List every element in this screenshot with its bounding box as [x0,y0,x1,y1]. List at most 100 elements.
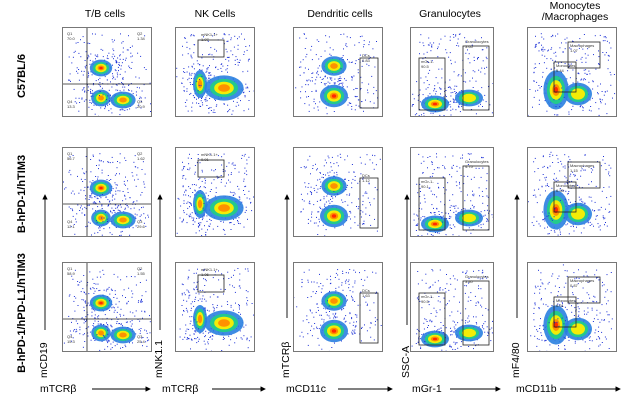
nk-gate-value: 0.91 [201,157,209,162]
col-title-mono-line1: Monocytes [549,0,601,12]
gran-other-value: 90.5 [421,64,429,69]
tb-q1-label: Q1 [67,266,73,271]
x-axis-label-dc: mCD11c [286,383,327,395]
nk-gate-label: mNK1.1+ [201,152,218,157]
mono-monocyte-gate [553,296,577,328]
col-title-mono: Monocytes /Macrophages [520,1,630,23]
tb-q4-value: 13.3 [67,104,75,109]
gran-gate [462,45,490,111]
mono-macrophage-gate [567,276,601,304]
dc-plot-svg [294,269,382,351]
row-label-hpd1-htim3: B-hPD-1/hTIM3 [16,154,28,234]
mono-monocyte-gate [553,181,577,213]
mono-macrophage-value: 1.15 [570,168,578,173]
nk-plot: mNK1.1+ 0.91 [175,147,255,237]
mono-plot: Macrophages 1.07 Monocytes 5.44 [527,27,617,117]
tb-q3-value: 29.6 [137,224,145,229]
mono-plot-svg [528,151,612,236]
mono-macrophage-label: Macrophages [570,43,595,48]
tb-q4-value: 15.3 [67,339,75,344]
mono-macrophage-label: Macrophages [570,163,595,168]
tb-q2-label: Q2 [137,151,143,156]
dc-gate [359,292,379,344]
y-axis-label-nk: mNK1.1 [153,340,165,378]
gran-gate-label: Granulocytes [465,39,489,44]
dc-gate-value: 1.12 [362,178,370,183]
nk-gate [197,274,225,293]
dc-plot: DCs 0.83 [293,27,383,117]
tb-plot-svg [63,28,151,116]
mono-monocyte-label: Monocytes [556,298,576,303]
tb-q1-value: 58.9 [67,271,75,276]
nk-plot-svg [179,268,254,351]
dc-gate-label: DCs [362,53,370,58]
tb-q4-label: Q4 [67,334,73,339]
col-title-tb: T/B cells [84,8,126,20]
tb-q1-label: Q1 [67,151,73,156]
dc-gate [359,177,379,229]
tb-q2-label: Q2 [137,31,143,36]
tb-q1-value: 70.0 [67,36,75,41]
nk-gate-value: 1.06 [201,272,209,277]
tb-plot: Q1 58.9 Q2 1.55 Q4 15.3 Q3 25.4 [62,262,152,352]
tb-q3-value: 20.9 [137,104,145,109]
row-label-hpd1-hpdl1-htim3: B-hPD-1/hPD-L1/hTIM3 [16,253,28,373]
y-axis-label-tb: mCD19 [38,342,50,378]
mono-macrophage-value: 1.07 [570,48,578,53]
mono-macrophage-gate [567,161,601,189]
tb-q4-label: Q4 [67,99,73,104]
gran-other-label: mGr-1- [421,294,434,299]
tb-plot-svg [63,148,151,236]
mono-monocyte-label: Monocytes [556,183,576,188]
mono-monocyte-label: Monocytes [556,63,576,68]
col-title-gran: Granulocytes [419,8,481,20]
gran-gate-value: 3.65 [465,44,473,49]
dc-gate-value: 1.63 [362,293,370,298]
gran-other-gate [418,177,446,231]
tb-q3-label: Q3 [137,334,143,339]
gran-gate [462,280,490,346]
nk-gate-label: mNK1.1+ [201,267,218,272]
x-axis-label-nk: mTCRβ [162,383,199,395]
gran-gate-label: Granulocytes [465,159,489,164]
gran-other-value: 90.5 [421,299,429,304]
col-title-mono-line2: /Macrophages [541,11,609,23]
tb-q3-value: 25.4 [137,339,145,344]
nk-gate-value: 1.97 [201,37,209,42]
gran-other-label: mGr-1- [421,59,434,64]
gran-gate [462,165,490,231]
tb-plot: Q1 56.7 Q2 1.62 Q4 12.1 Q3 29.6 [62,147,152,237]
mono-macrophage-label: Macrophages [570,278,595,283]
tb-q3-label: Q3 [137,99,143,104]
tb-plot-svg [63,263,151,351]
tb-q1-label: Q1 [67,31,73,36]
nk-plot-svg [176,153,254,236]
mono-macrophage-value: 0.87 [570,283,578,288]
y-axis-label-dc: mTCRβ [280,341,292,378]
gran-gate-value: 4.75 [465,164,473,169]
tb-q4-value: 12.1 [67,224,75,229]
dc-gate-label: DCs [362,173,370,178]
dc-plot-svg [300,153,381,236]
gran-other-label: mGr-1- [421,179,434,184]
gran-plot: Granulocytes 3.40 mGr-1- 90.5 [410,262,494,352]
tb-q4-label: Q4 [67,219,73,224]
mono-macrophage-gate [567,41,601,69]
dc-plot: DCs 1.63 [293,262,383,352]
x-axis-label-mono: mCD11b [516,383,557,395]
nk-gate [197,39,225,58]
x-axis-label-gran: mGr-1 [412,383,442,395]
gran-other-gate [418,57,446,111]
tb-q2-value: 1.34 [137,36,145,41]
tb-q2-value: 1.62 [137,156,145,161]
tb-q1-value: 56.7 [67,156,75,161]
mono-plot: Macrophages 0.87 Monocytes 6.61 [527,262,617,352]
nk-plot-svg [176,33,254,115]
tb-q3-label: Q3 [137,219,143,224]
dc-plot-svg [295,33,379,115]
dc-gate-label: DCs [362,288,370,293]
dc-gate [359,57,379,109]
gran-gate-label: Granulocytes [465,274,489,279]
mono-monocyte-value: 6.55 [556,188,564,193]
mono-plot-svg [530,264,613,351]
